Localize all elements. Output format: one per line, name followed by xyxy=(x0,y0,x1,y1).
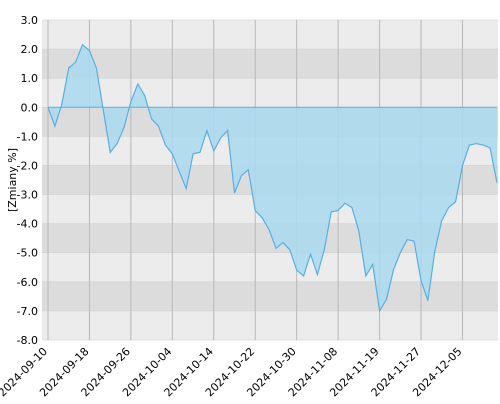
y-tick-label: -3.0 xyxy=(17,189,38,202)
y-tick-label: -4.0 xyxy=(17,218,38,231)
y-tick-label: 0.0 xyxy=(21,101,39,114)
y-tick-label: -8.0 xyxy=(17,334,38,347)
y-axis-label: [Zmiany %] xyxy=(6,148,19,212)
y-tick-label: 3.0 xyxy=(21,14,39,27)
y-tick-label: -6.0 xyxy=(17,276,38,289)
series-line xyxy=(47,43,498,313)
grid-band xyxy=(42,310,498,340)
grid-band xyxy=(42,78,498,108)
grid-band xyxy=(42,20,498,50)
y-tick-label: -5.0 xyxy=(17,247,38,260)
y-tick-label: -7.0 xyxy=(17,305,38,318)
grid-band xyxy=(42,49,498,79)
y-tick-label: 1.0 xyxy=(21,72,39,85)
area-fill xyxy=(48,44,497,311)
y-tick-label: 2.0 xyxy=(21,43,39,56)
y-tick-label: -1.0 xyxy=(17,130,38,143)
y-tick-label: -2.0 xyxy=(17,159,38,172)
grid-band xyxy=(42,281,498,311)
